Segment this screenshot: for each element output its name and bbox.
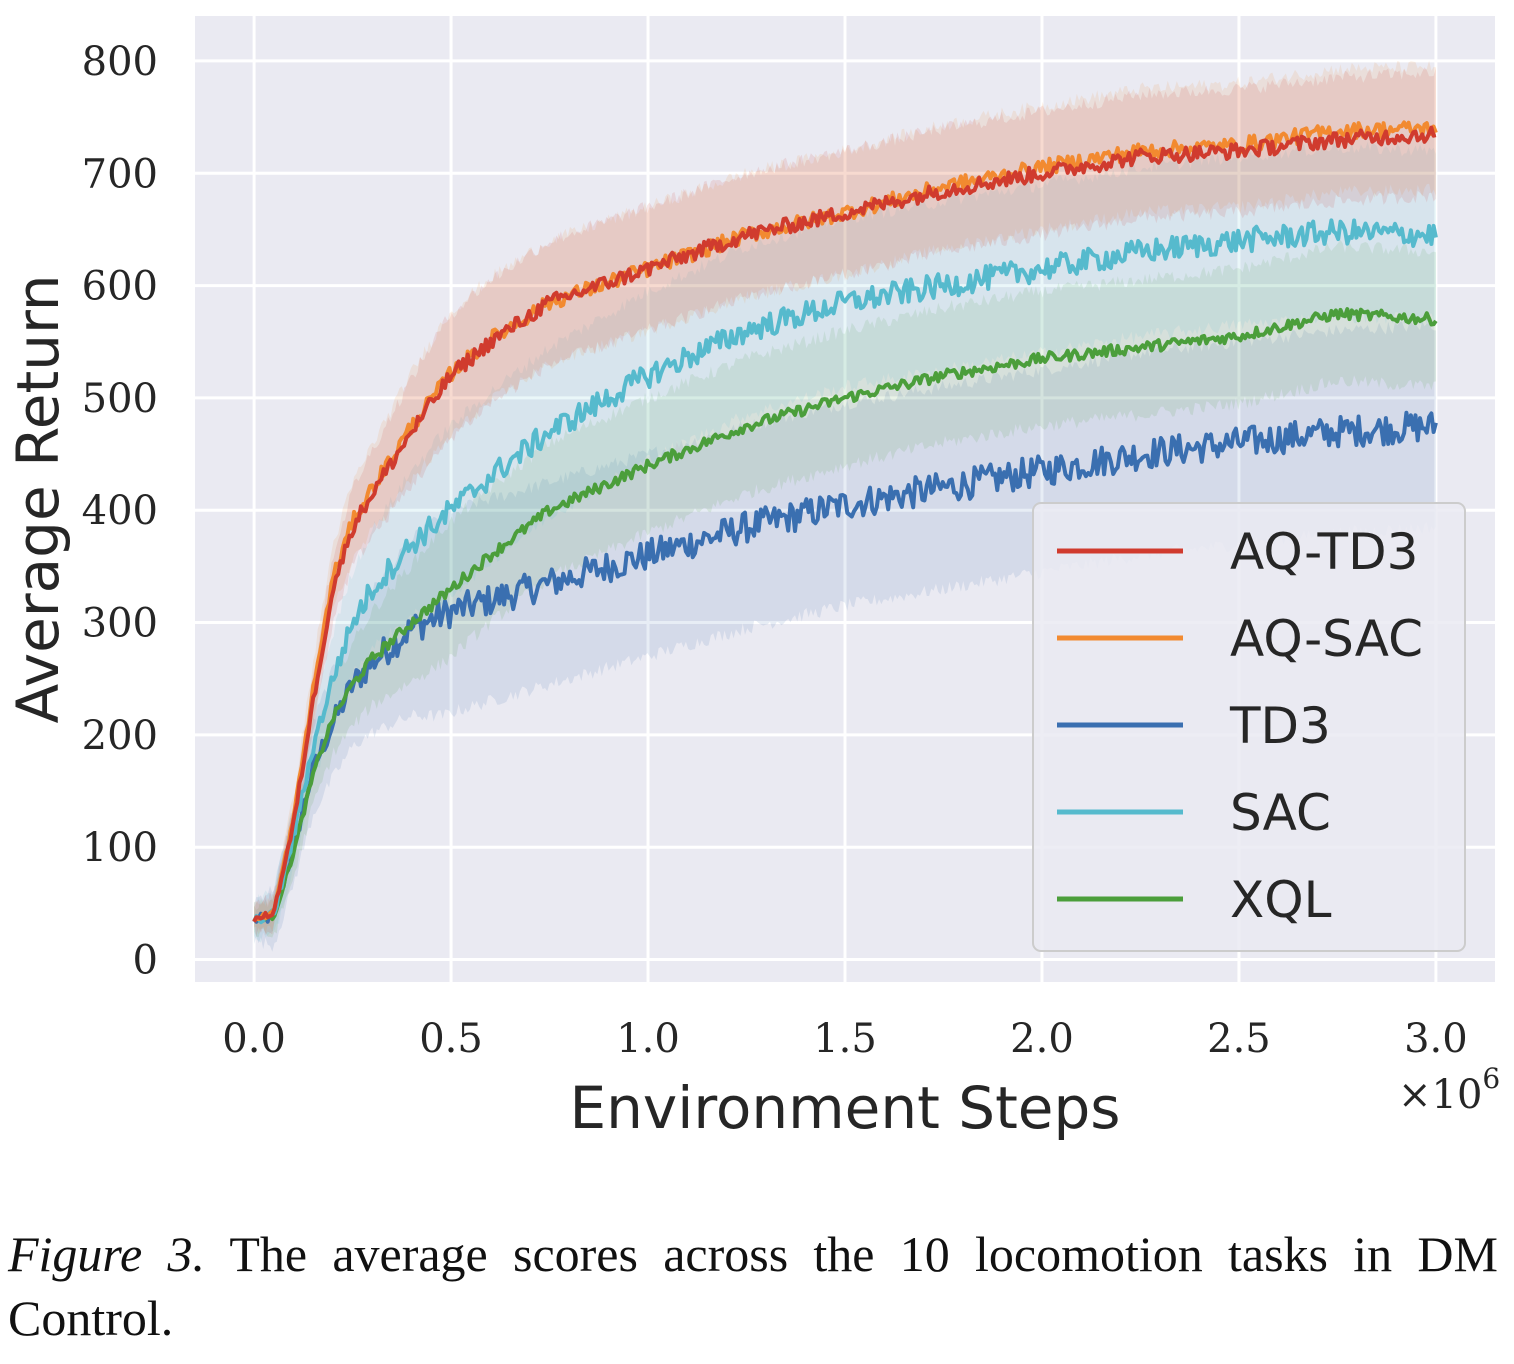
y-tick-label: 100 xyxy=(82,825,158,871)
band-aq-td3 xyxy=(254,67,1436,937)
x-multiplier: ×106 xyxy=(1398,1062,1500,1118)
x-tick-label: 0.0 xyxy=(222,1016,286,1062)
legend-label-xql: XQL xyxy=(1230,871,1332,929)
legend-box xyxy=(1032,502,1466,952)
band-td3 xyxy=(254,320,1436,952)
x-multiplier-exponent: 6 xyxy=(1482,1062,1500,1095)
x-tick-label: 1.5 xyxy=(813,1016,877,1062)
x-multiplier-base: ×10 xyxy=(1398,1072,1482,1118)
x-tick-label: 2.5 xyxy=(1207,1016,1271,1062)
y-tick-label: 200 xyxy=(82,713,158,759)
y-tick-label: 700 xyxy=(82,151,158,197)
series-line-aq-td3 xyxy=(252,125,1437,923)
x-tick-labels: 0.0 0.5 1.0 1.5 2.0 2.5 3.0 xyxy=(222,1016,1467,1062)
y-tick-label: 400 xyxy=(82,488,158,534)
x-tick-label: 0.5 xyxy=(419,1016,483,1062)
y-tick-labels: 0 100 200 300 400 500 600 700 800 xyxy=(82,39,158,984)
y-tick-label: 800 xyxy=(82,39,158,85)
legend-label-sac: SAC xyxy=(1230,784,1331,842)
y-tick-label: 500 xyxy=(82,376,158,422)
band-xql xyxy=(254,240,1436,938)
band-aq-sac xyxy=(254,60,1436,935)
series-lines xyxy=(252,120,1438,925)
legend-items: AQ-TD3 AQ-SAC TD3 SAC XQL xyxy=(1057,523,1423,929)
x-tick-label: 2.0 xyxy=(1010,1016,1074,1062)
y-tick-label: 600 xyxy=(82,264,158,310)
figure-label: Figure 3. xyxy=(8,1226,205,1282)
legend-label-td3: TD3 xyxy=(1229,697,1331,755)
y-tick-label: 300 xyxy=(82,601,158,647)
series-line-xql xyxy=(252,307,1438,923)
legend-label-aq-sac: AQ-SAC xyxy=(1230,610,1423,668)
figure-caption: Figure 3. The average scores across the … xyxy=(8,1222,1498,1350)
series-line-sac xyxy=(252,218,1438,925)
legend: AQ-TD3 AQ-SAC TD3 SAC XQL xyxy=(1032,502,1466,952)
series-line-td3 xyxy=(252,410,1438,924)
caption-text: The average scores across the 10 locomot… xyxy=(8,1226,1498,1346)
x-tick-label: 1.0 xyxy=(616,1016,680,1062)
y-tick-label: 0 xyxy=(133,938,158,984)
chart: 0.0 0.5 1.0 1.5 2.0 2.5 3.0 010020030040050060… xyxy=(4,16,1500,1142)
legend-label-aq-td3: AQ-TD3 xyxy=(1230,523,1418,581)
x-tick-label: 3.0 xyxy=(1404,1016,1468,1062)
y-axis-label: Average Return xyxy=(4,274,72,723)
x-axis-label: Environment Steps xyxy=(569,1074,1120,1142)
